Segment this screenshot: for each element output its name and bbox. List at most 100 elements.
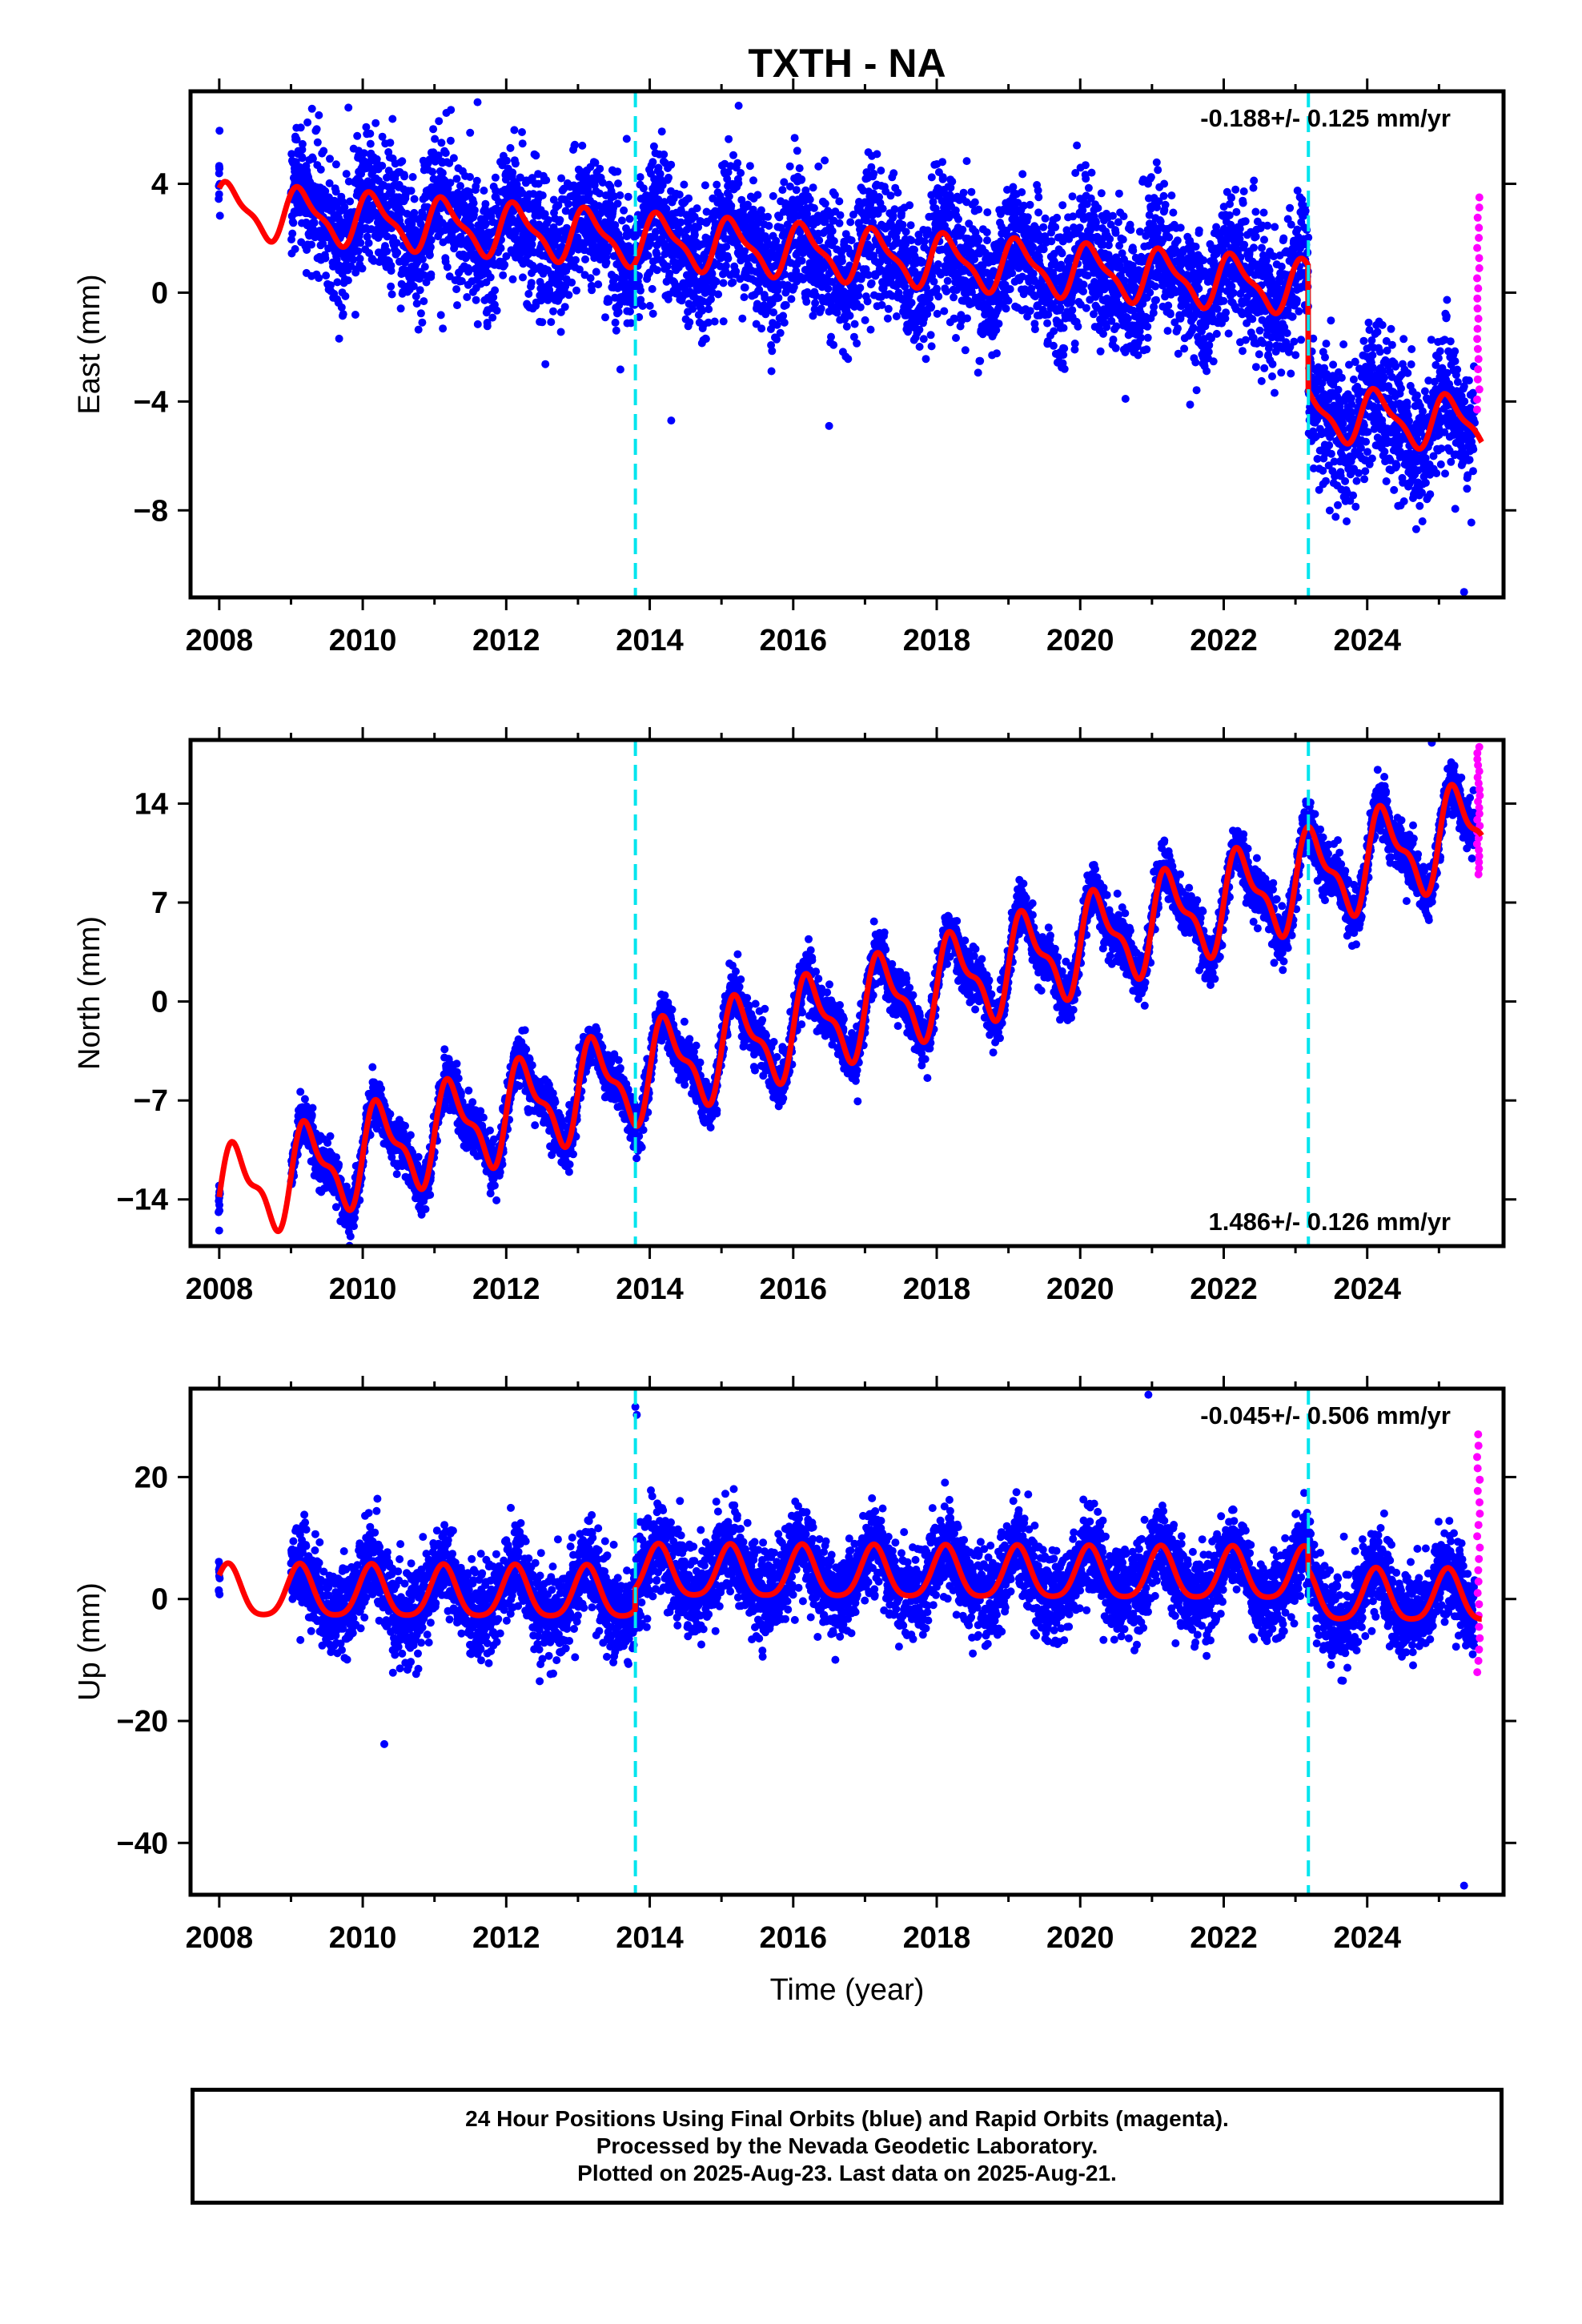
east-point <box>797 256 806 265</box>
east-point <box>817 304 825 313</box>
east-point <box>729 278 737 287</box>
east-point <box>738 314 747 323</box>
east-point <box>1224 329 1233 338</box>
east-point <box>740 293 749 302</box>
east-point <box>541 360 550 368</box>
east-point <box>676 227 685 236</box>
east-point <box>613 199 622 208</box>
east-point <box>1034 193 1043 202</box>
east-point <box>1026 200 1034 209</box>
east-point <box>431 135 440 143</box>
east-point <box>1241 217 1250 226</box>
east-point <box>602 258 611 267</box>
east-point <box>387 267 396 275</box>
east-point <box>1161 200 1170 209</box>
east-point <box>307 240 315 249</box>
east-point <box>867 279 876 287</box>
east-point <box>408 173 417 181</box>
east-point <box>312 125 321 134</box>
east-point <box>707 295 715 304</box>
east-point <box>846 218 855 227</box>
east-point <box>792 267 801 275</box>
east-point <box>1219 296 1228 305</box>
east-point <box>1239 347 1247 356</box>
east-point <box>292 135 301 144</box>
east-point <box>835 197 844 206</box>
east-point <box>1060 344 1069 353</box>
east-point <box>342 170 351 179</box>
east-point <box>596 164 604 173</box>
east-point <box>1260 235 1268 244</box>
east-point <box>367 225 375 234</box>
east-point <box>491 173 500 182</box>
east-point <box>466 128 475 137</box>
east-point <box>878 204 887 213</box>
east-point <box>1068 306 1077 315</box>
east-point <box>1129 246 1138 255</box>
east-point <box>604 297 613 306</box>
east-point <box>698 307 706 315</box>
east-point <box>651 227 660 236</box>
east-point <box>705 305 713 314</box>
east-point <box>828 227 837 235</box>
east-point <box>327 281 335 290</box>
east-point <box>853 339 861 348</box>
figure-title: TXTH - NA <box>748 41 946 86</box>
east-point <box>942 287 951 296</box>
east-point <box>571 140 579 149</box>
east-point <box>1152 158 1161 167</box>
east-point <box>480 187 488 195</box>
east-point <box>351 311 359 319</box>
east-point <box>1060 364 1069 373</box>
east-point <box>757 324 766 333</box>
east-point <box>410 195 419 203</box>
east-point <box>416 286 424 295</box>
east-point <box>954 215 962 223</box>
east-point <box>1142 345 1151 354</box>
east-point <box>1121 395 1130 403</box>
east-point <box>425 251 434 259</box>
east-point <box>907 236 916 245</box>
east-point <box>556 328 565 336</box>
east-point <box>785 162 794 171</box>
east-point <box>1251 232 1260 241</box>
east-point <box>453 301 461 310</box>
east-point <box>434 151 443 160</box>
east-point <box>1251 363 1260 372</box>
east-point <box>456 182 464 191</box>
east-point <box>785 182 794 191</box>
east-point <box>1241 336 1250 344</box>
east-point <box>648 309 657 318</box>
east-point <box>821 156 829 165</box>
east-point <box>768 347 777 356</box>
east-point <box>829 340 838 349</box>
east-point <box>1176 223 1185 232</box>
east-point <box>1151 282 1159 291</box>
east-point <box>889 169 898 178</box>
east-point <box>1265 340 1274 349</box>
east-point <box>976 356 985 365</box>
east-point <box>660 150 669 159</box>
east-point <box>844 355 853 364</box>
east-point <box>572 255 580 264</box>
east-point <box>383 247 391 255</box>
east-point <box>540 210 549 219</box>
east-point <box>612 326 620 335</box>
east-point <box>547 318 556 327</box>
east-point <box>604 243 612 251</box>
east-point <box>721 261 730 270</box>
east-point <box>915 343 924 351</box>
east-point <box>842 322 851 331</box>
east-point <box>511 159 520 168</box>
east-point <box>298 139 307 148</box>
east-point <box>1260 364 1269 372</box>
east-point <box>363 232 371 241</box>
east-point <box>1114 189 1123 198</box>
east-point <box>319 147 328 155</box>
east-point <box>741 283 749 292</box>
east-point <box>1050 327 1058 336</box>
east-point <box>723 175 732 183</box>
east-point <box>355 255 364 263</box>
east-point <box>649 142 658 151</box>
east-point <box>680 180 689 189</box>
